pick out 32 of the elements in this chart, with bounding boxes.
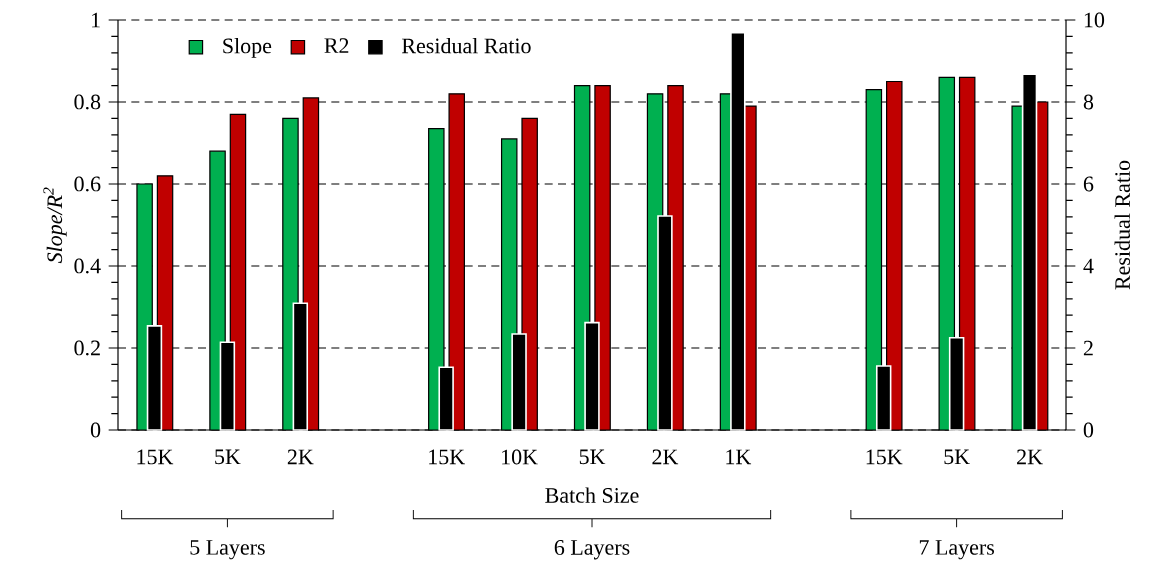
x-tick-label: 10K: [502, 449, 538, 465]
y2-tick-label: 10: [1084, 12, 1105, 28]
y2-tick-label: 0: [1083, 422, 1094, 438]
legend-label: Slope: [223, 37, 272, 58]
y2-axis-title: Residual Ratio: [1114, 160, 1131, 290]
y-tick-label: 0: [90, 422, 101, 438]
y2-tick-label: 2: [1083, 340, 1093, 356]
x-tick-label: 15K: [429, 449, 465, 465]
x-tick-label: 2K: [287, 449, 314, 465]
x-tick-label: 5K: [944, 449, 970, 465]
text: 5 Layers: [190, 540, 265, 560]
x-tick-label: 1K: [726, 449, 752, 465]
y-axis-title: Slope/R$^{2}$: [43, 187, 67, 264]
text: 7 Layers: [919, 540, 995, 560]
y-tick-label: 0.6: [74, 176, 101, 192]
y-tick-label: 0.4: [74, 258, 101, 274]
text: 6 Layers: [554, 540, 630, 560]
x-tick-label: 2K: [1017, 449, 1043, 465]
x-tick-label: 5K: [215, 449, 241, 465]
y2-tick-label: 6: [1083, 176, 1094, 192]
x-tick-label: 15K: [866, 449, 903, 465]
x-tick-label: 2K: [652, 449, 679, 465]
y-tick-label: 0.8: [74, 94, 101, 110]
y2-tick-label: 4: [1083, 258, 1094, 274]
x-tick-label: 5K: [579, 449, 606, 465]
x-axis-title: Batch Size: [545, 487, 639, 503]
legend-label: R2: [324, 38, 349, 53]
y-tick-label: 0.2: [74, 340, 100, 356]
y-tick-label: 1: [91, 12, 100, 28]
y2-tick-label: 8: [1083, 94, 1094, 110]
legend-label: Residual Ratio: [401, 37, 531, 54]
x-tick-label: 15K: [137, 449, 174, 465]
